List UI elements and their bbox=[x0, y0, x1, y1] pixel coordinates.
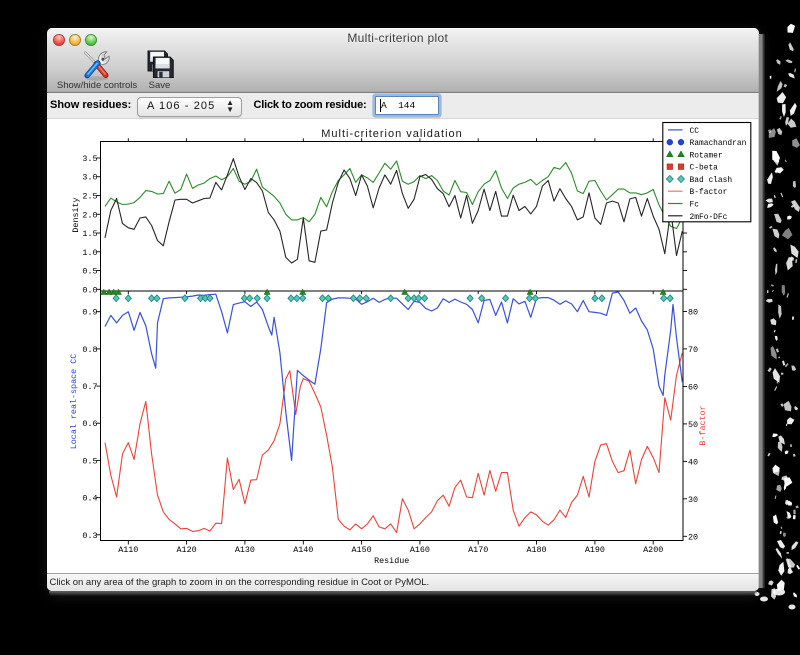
svg-text:A200: A200 bbox=[643, 545, 663, 555]
svg-text:2mFo-DFc: 2mFo-DFc bbox=[690, 212, 728, 221]
svg-text:0.4: 0.4 bbox=[82, 493, 97, 503]
svg-text:Bad clash: Bad clash bbox=[690, 176, 733, 185]
svg-text:CC: CC bbox=[690, 126, 700, 135]
svg-text:70: 70 bbox=[688, 344, 698, 354]
svg-text:Ramachandran: Ramachandran bbox=[690, 139, 747, 148]
svg-text:A150: A150 bbox=[352, 545, 372, 555]
svg-text:30: 30 bbox=[688, 494, 698, 504]
svg-text:1.5: 1.5 bbox=[82, 229, 97, 239]
svg-text:A190: A190 bbox=[585, 545, 605, 555]
svg-text:Local real-space CC: Local real-space CC bbox=[69, 353, 79, 449]
svg-text:Rotamer: Rotamer bbox=[690, 151, 723, 160]
svg-text:B-factor: B-factor bbox=[698, 405, 708, 445]
svg-text:0.3: 0.3 bbox=[82, 530, 97, 540]
svg-text:0.7: 0.7 bbox=[82, 382, 97, 392]
svg-text:0.6: 0.6 bbox=[82, 419, 97, 429]
svg-text:A130: A130 bbox=[235, 545, 255, 555]
svg-text:Fc: Fc bbox=[690, 200, 700, 209]
svg-text:Residue: Residue bbox=[374, 556, 409, 566]
svg-text:80: 80 bbox=[688, 307, 698, 317]
svg-text:2.5: 2.5 bbox=[82, 191, 97, 201]
svg-text:Multi-criterion validation: Multi-criterion validation bbox=[321, 128, 463, 140]
svg-text:50: 50 bbox=[688, 419, 698, 429]
svg-text:B-factor: B-factor bbox=[690, 188, 728, 197]
svg-text:A110: A110 bbox=[118, 545, 138, 555]
svg-text:2.0: 2.0 bbox=[82, 210, 97, 220]
svg-text:0.0: 0.0 bbox=[82, 285, 97, 295]
svg-text:1.0: 1.0 bbox=[82, 247, 97, 257]
svg-text:A180: A180 bbox=[526, 545, 546, 555]
svg-text:A160: A160 bbox=[410, 545, 430, 555]
svg-text:60: 60 bbox=[688, 382, 698, 392]
svg-text:3.5: 3.5 bbox=[82, 154, 97, 164]
svg-text:Density: Density bbox=[71, 197, 81, 232]
svg-text:20: 20 bbox=[688, 532, 698, 542]
svg-text:40: 40 bbox=[688, 457, 698, 467]
svg-text:A170: A170 bbox=[468, 545, 488, 555]
svg-text:C-beta: C-beta bbox=[690, 163, 719, 172]
svg-text:A120: A120 bbox=[177, 545, 197, 555]
svg-text:0.5: 0.5 bbox=[82, 266, 97, 276]
svg-text:3.0: 3.0 bbox=[82, 172, 97, 182]
svg-text:0.9: 0.9 bbox=[82, 307, 97, 317]
svg-text:0.5: 0.5 bbox=[82, 456, 97, 466]
svg-text:A140: A140 bbox=[293, 545, 313, 555]
svg-text:0.8: 0.8 bbox=[82, 344, 97, 354]
